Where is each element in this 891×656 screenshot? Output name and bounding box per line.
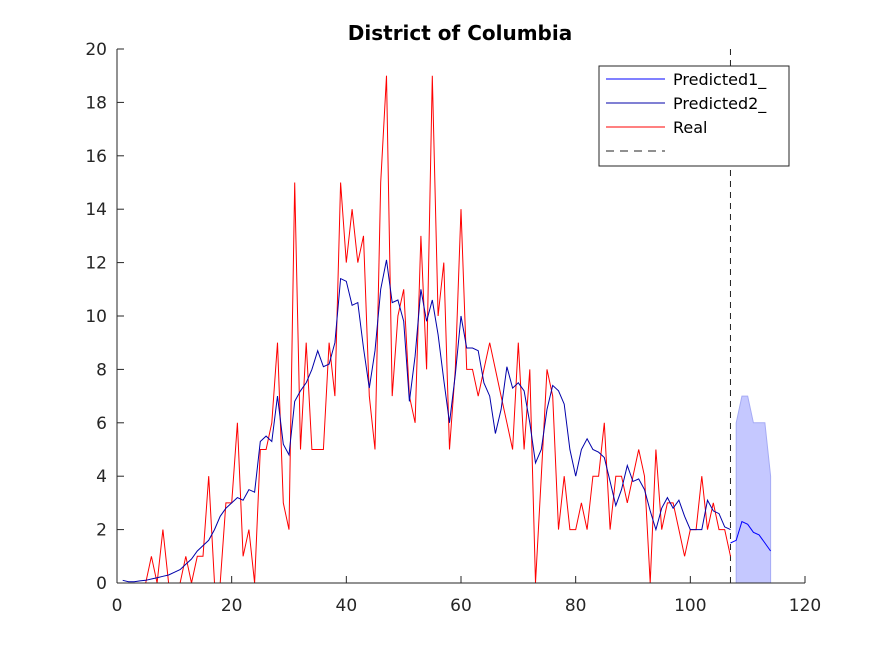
confidence-band [735,395,772,584]
y-tick-label: 18 [85,93,107,113]
y-tick-label: 16 [85,147,107,167]
axes: 0 20 40 60 80 100 120 0 2 4 6 8 10 12 14 16 18 20 [85,40,821,616]
x-tick-label: 100 [674,596,706,616]
y-tick-label: 6 [96,414,107,434]
chart-title: District of Columbia [348,21,572,45]
legend-box [598,65,790,167]
legend-label: Predicted1_ [673,70,767,90]
x-tick-label: 120 [789,596,821,616]
series-line-real [122,75,731,584]
y-tick-label: 14 [85,200,107,220]
y-tick-label: 10 [85,307,107,327]
x-tick-label: 80 [565,596,587,616]
series-line-predicted1 [730,520,772,552]
x-tick-label: 20 [221,596,243,616]
legend: Predicted1_ Predicted2_ Real [598,65,790,167]
y-tick-label: 20 [85,40,107,60]
legend-label: Real [673,118,708,137]
y-tick-label: 12 [85,254,107,274]
y-tick-label: 2 [96,521,107,541]
legend-label: Predicted2_ [673,94,767,114]
x-tick-label: 0 [112,596,123,616]
y-tick-label: 0 [96,574,107,594]
series-line-predicted2 [122,259,731,583]
y-tick-label: 4 [96,467,107,487]
x-tick-label: 60 [450,596,472,616]
y-tick-label: 8 [96,360,107,380]
x-tick-label: 40 [336,596,358,616]
